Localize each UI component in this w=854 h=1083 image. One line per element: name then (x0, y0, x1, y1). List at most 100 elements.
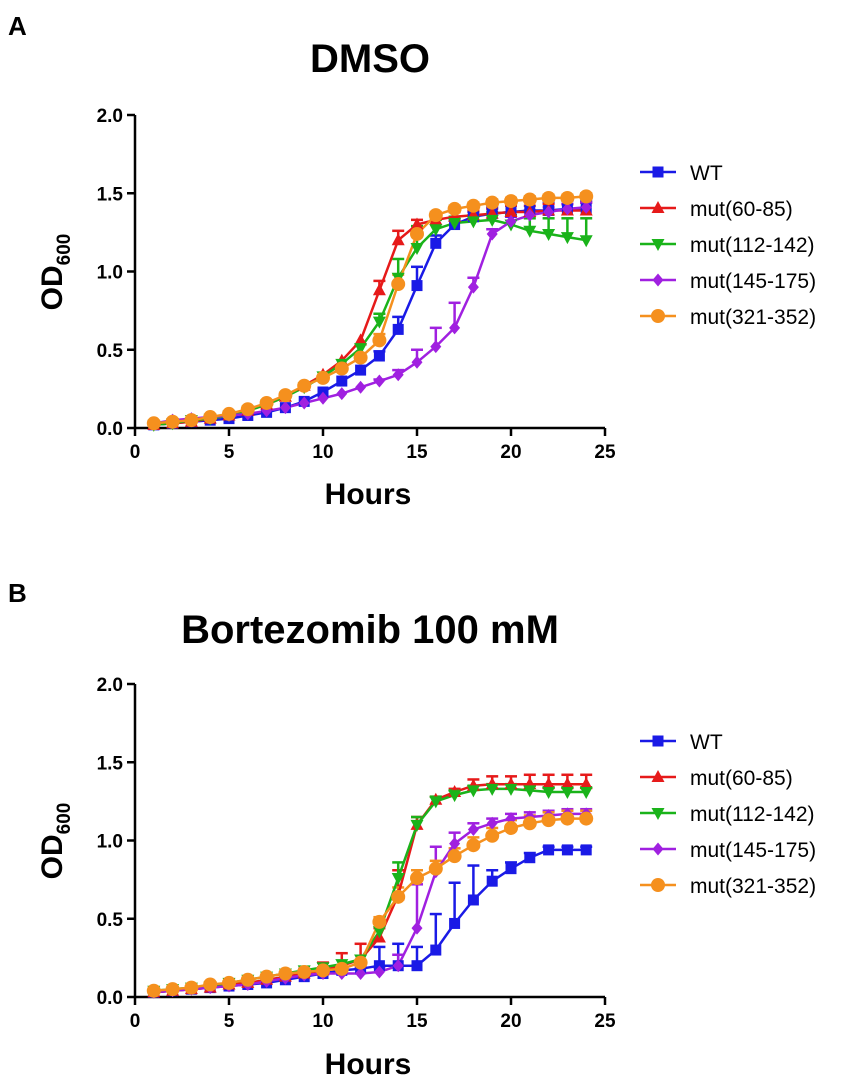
point-mut-321-352-a (203, 410, 218, 425)
point-mut-321-352-a (316, 370, 330, 385)
point-wt-b (449, 917, 461, 929)
panel-letter-a: A (8, 11, 27, 41)
y-axis-label-main-b: OD (36, 834, 69, 879)
series-markers-a (146, 189, 594, 432)
point-mut-321-352-b (372, 914, 387, 929)
series-markers-b (146, 777, 594, 999)
point-mut-321-352-a (485, 195, 500, 210)
point-mut-321-352-a (541, 190, 556, 205)
point-wt-b (505, 863, 517, 875)
legend-marker-wt-a (652, 166, 664, 178)
y-tick-label-a: 2.0 (97, 106, 123, 127)
y-axis-label-main-a: OD (36, 265, 69, 310)
point-mut-112-142-b (523, 785, 537, 798)
y-tick-label-a: 1.0 (97, 263, 123, 284)
point-mut-60-85-a (410, 217, 424, 230)
point-mut-321-352-b (165, 982, 180, 997)
point-mut-145-175-a (524, 208, 536, 222)
point-wt-b (524, 852, 536, 864)
y-tick-label-b: 1.0 (97, 832, 123, 853)
legend-marker-mut-60-85-a (651, 201, 665, 213)
legend-item-mut-60-85-a: mut(60-85) (640, 198, 793, 221)
point-wt-a (336, 375, 348, 387)
series-line-wt-b (153, 848, 587, 994)
x-tick-label-b: 10 (312, 1011, 333, 1032)
point-mut-112-142-a (410, 243, 424, 256)
point-mut-321-352-a (410, 226, 424, 241)
x-axis-label-a: Hours (325, 478, 412, 511)
point-mut-321-352-b (240, 972, 255, 987)
error-bar-wt-b (467, 864, 480, 900)
y-tick-label-a: 0.0 (97, 419, 123, 440)
point-mut-112-142-b (504, 783, 518, 796)
point-mut-321-352-a (278, 388, 293, 403)
y-tick-label-b: 0.0 (97, 988, 123, 1009)
point-mut-112-142-a (466, 216, 480, 229)
point-mut-145-175-a (336, 387, 348, 401)
point-mut-321-352-b (541, 813, 556, 828)
point-mut-145-175-a (467, 280, 479, 294)
legend-label-mut-321-352-a: mut(321-352) (690, 306, 816, 329)
legend-marker-mut-60-85-b (651, 770, 665, 782)
point-wt-a (392, 323, 404, 335)
point-mut-321-352-a (560, 190, 575, 205)
legend-marker-mut-145-175-a (652, 273, 664, 287)
legend-marker-wt-b (652, 735, 664, 747)
point-mut-321-352-b (334, 961, 349, 976)
point-mut-60-85-a (391, 233, 405, 246)
point-mut-321-352-a (447, 201, 462, 216)
point-mut-112-142-b (410, 819, 424, 832)
legend-marker-mut-112-142-b (651, 808, 665, 820)
y-axis-label-a: OD600 (36, 234, 75, 311)
point-mut-321-352-a (372, 333, 387, 348)
x-tick-label-b: 25 (594, 1011, 616, 1032)
point-mut-145-175-a (279, 401, 291, 415)
point-wt-a (430, 237, 442, 249)
point-mut-60-85-b (560, 777, 574, 790)
point-mut-321-352-a (579, 189, 594, 204)
point-mut-321-352-a (334, 361, 349, 376)
legend-label-mut-321-352-b: mut(321-352) (690, 875, 816, 898)
point-mut-60-85-a (372, 283, 386, 296)
series-line-mut-112-142-b (153, 787, 587, 992)
point-mut-112-142-a (560, 232, 574, 245)
point-mut-112-142-a (485, 214, 499, 227)
point-mut-60-85-b (579, 777, 593, 790)
legend-a: WT mut(60-85) mut(112-142) mut(145-175) mut(… (640, 162, 816, 329)
point-mut-112-142-a (542, 228, 556, 241)
point-mut-112-142-b (466, 785, 480, 798)
legend-item-wt-b: WT (640, 731, 723, 754)
legend-item-mut-145-175-a: mut(145-175) (640, 270, 816, 293)
point-mut-321-352-a (165, 414, 180, 429)
point-mut-321-352-b (428, 861, 443, 876)
x-tick-label-a: 15 (406, 442, 428, 463)
point-mut-145-175-a (430, 340, 442, 354)
point-mut-321-352-b (146, 983, 161, 998)
chart-title-a: DMSO (310, 37, 430, 81)
point-wt-a (373, 350, 385, 362)
point-mut-60-85-a (354, 333, 368, 346)
point-mut-145-175-a (411, 355, 423, 369)
point-mut-321-352-a (222, 406, 236, 421)
series-line-mut-60-85-a (153, 209, 587, 427)
point-mut-321-352-b (579, 811, 594, 826)
legend-item-mut-60-85-b: mut(60-85) (640, 767, 793, 790)
legend-label-mut-112-142-b: mut(112-142) (690, 803, 815, 826)
point-mut-321-352-b (485, 828, 500, 843)
point-mut-112-142-a (429, 224, 443, 237)
point-mut-321-352-b (391, 889, 406, 904)
y-axis-label-sub-b: 600 (54, 803, 75, 835)
y-tick-label-b: 2.0 (97, 675, 123, 696)
point-mut-321-352-a (391, 277, 406, 292)
legend-item-mut-321-352-a: mut(321-352) (640, 306, 816, 329)
point-mut-112-142-a (372, 316, 386, 329)
axes-a: 0 5 10 15 20 25 0.0 0.5 1.0 1.5 2.0 (97, 106, 616, 463)
point-mut-321-352-b (203, 977, 218, 992)
y-tick-label-b: 0.5 (97, 910, 124, 931)
point-mut-321-352-a (297, 378, 312, 393)
point-mut-145-175-b (467, 823, 479, 837)
point-mut-145-175-a (486, 227, 498, 241)
point-mut-145-175-b (373, 965, 385, 979)
point-mut-321-352-b (522, 816, 537, 831)
